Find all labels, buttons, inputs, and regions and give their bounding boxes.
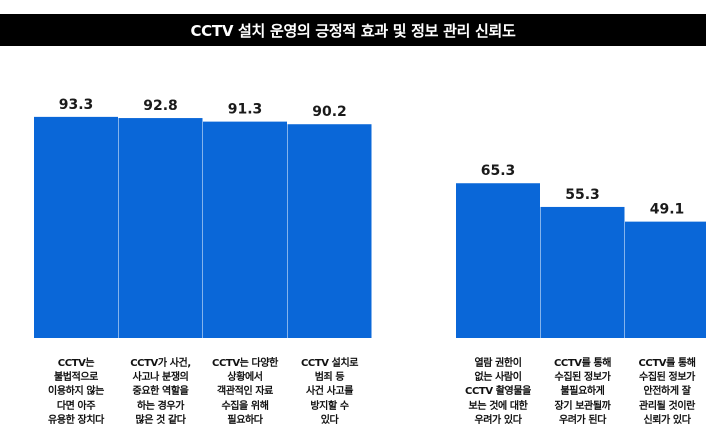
category-label-line: CCTV를 통해 (553, 358, 612, 369)
category-label-line: 객관적인 자료 (217, 386, 273, 398)
category-label-line: 다면 아주 (56, 400, 96, 412)
data-label-g2-1: 65.3 (481, 163, 516, 179)
bar-g2-1 (456, 183, 540, 338)
category-label-line: CCTV는 다양한 (212, 358, 278, 369)
category-label-line: 중요한 역할을 (132, 386, 189, 398)
category-label-line: 하는 경우가 (136, 400, 185, 412)
category-label-line: 범죄 등 (314, 372, 345, 384)
category-label-line: 수집된 정보가 (554, 372, 611, 384)
category-label-line: 상황에서 (227, 372, 263, 384)
category-label-line: 이용하지 않는 (48, 386, 104, 398)
bar-g1-3 (203, 121, 287, 338)
category-label-line: 수집을 위해 (221, 400, 269, 412)
category-label-line: 보는 것에 대한 (468, 400, 528, 412)
category-label-line: 사건 사고를 (305, 386, 354, 398)
category-label-line: 있다 (320, 414, 339, 426)
category-label-line: 관리될 것이란 (639, 400, 695, 412)
category-label-line: 많은 것 같다 (135, 414, 186, 426)
category-label-line: 안전하게 잘 (643, 386, 691, 398)
category-label-line: CCTV를 통해 (638, 358, 696, 369)
category-label-line: 유용한 장치다 (48, 414, 104, 426)
category-label-line: 장기 보관될까 (554, 400, 611, 412)
data-label-g1-1: 93.3 (59, 97, 94, 113)
category-label-line: CCTV는 (57, 358, 95, 369)
category-label-line: CCTV 설치로 (300, 358, 359, 369)
category-label-line: 우려가 된다 (558, 414, 607, 426)
category-label-line: 신뢰가 있다 (643, 414, 691, 426)
bar-g1-1 (34, 116, 118, 338)
data-label-g1-4: 90.2 (312, 104, 347, 120)
data-label-g2-3: 49.1 (650, 202, 685, 218)
category-label-line: 열람 권한이 (474, 358, 522, 369)
category-label-line: 불필요하게 (560, 386, 605, 398)
chart-title: CCTV 설치 운영의 긍정적 효과 및 정보 관리 신뢰도 (0, 14, 706, 46)
data-label-g1-3: 91.3 (228, 102, 263, 118)
bar-g1-2 (118, 118, 203, 339)
data-label-g1-2: 92.8 (143, 98, 178, 114)
bar-g1-4 (287, 124, 372, 338)
data-label-g2-2: 55.3 (565, 187, 600, 203)
category-label-line: CCTV가 사건, (130, 358, 191, 369)
category-label-line: 불법적으로 (53, 372, 98, 384)
category-label-line: CCTV 촬영물을 (465, 386, 531, 398)
bar-g2-2 (540, 206, 625, 338)
category-label-line: 방지할 수 (310, 400, 349, 412)
bar-g2-3 (625, 221, 706, 338)
category-label-line: 필요하다 (227, 414, 263, 426)
category-label-line: 우려가 있다 (474, 414, 522, 426)
category-label-line: 수집된 정보가 (639, 372, 695, 384)
category-label-line: 사고나 분쟁의 (132, 372, 189, 384)
category-label-line: 없는 사람이 (474, 372, 522, 384)
